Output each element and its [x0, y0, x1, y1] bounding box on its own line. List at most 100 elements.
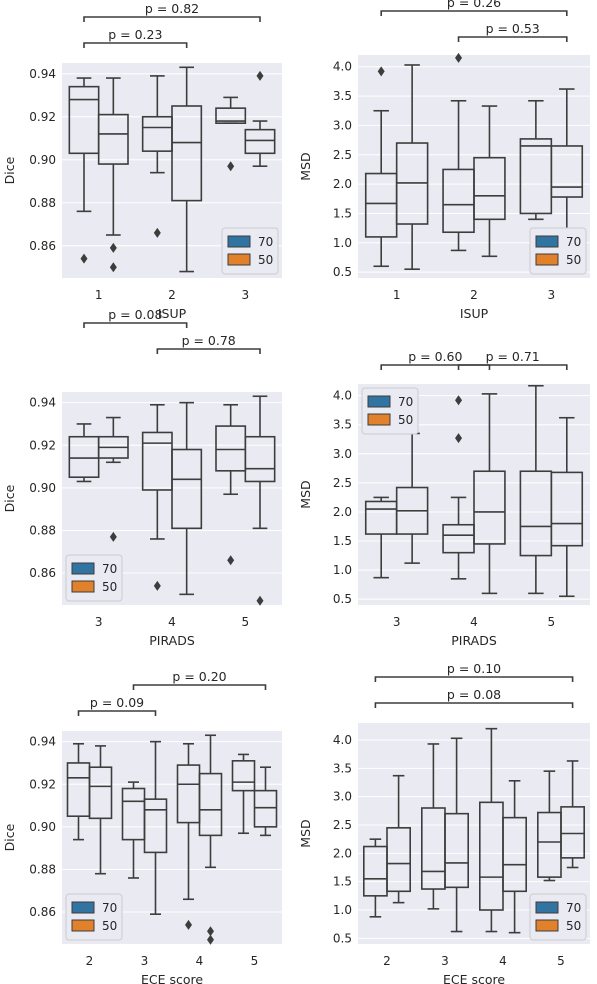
y-tick-label: 3.0 — [333, 118, 352, 132]
y-tick-label: 0.88 — [29, 862, 56, 876]
x-tick-label: 5 — [557, 954, 565, 968]
box-body — [231, 760, 256, 792]
y-tick-label: 2.5 — [333, 148, 352, 162]
x-tick-label: 2 — [383, 954, 391, 968]
x-axis-label: ECE score — [141, 972, 203, 984]
y-tick-label: 0.5 — [333, 592, 352, 606]
box-50-3 — [97, 416, 129, 542]
bracket-line — [83, 42, 188, 48]
x-axis-label: PIRADS — [451, 633, 497, 648]
box-body — [88, 766, 113, 820]
y-tick-label: 4.0 — [333, 389, 352, 403]
box-body — [473, 156, 506, 221]
significance-bracket: p = 0.09 — [77, 695, 157, 716]
y-axis-label: MSD — [298, 480, 313, 508]
x-tick-label: 3 — [441, 954, 449, 968]
significance-bracket: p = 0.10 — [374, 661, 574, 682]
y-tick-label: 1.5 — [333, 875, 352, 889]
bracket-line — [374, 676, 574, 682]
significance-bracket: p = 0.26 — [380, 0, 568, 16]
outlier-point — [455, 433, 463, 444]
legend-swatch-50 — [71, 919, 95, 932]
significance-bracket: p = 0.20 — [132, 669, 267, 690]
legend-swatch-70 — [71, 901, 95, 914]
y-tick-label: 2.5 — [333, 476, 352, 490]
legend-swatch-50 — [367, 413, 391, 426]
legend-label: 70 — [566, 901, 581, 915]
x-tick-label: 2 — [470, 288, 478, 302]
x-tick-label: 4 — [470, 615, 478, 629]
y-tick-label: 0.88 — [29, 196, 56, 210]
box-body — [215, 107, 247, 125]
box-body — [198, 772, 223, 837]
y-tick-label: 1.0 — [333, 903, 352, 917]
p-value-label: p = 0.82 — [145, 1, 199, 16]
outlier-point — [109, 531, 117, 542]
y-tick-label: 2.0 — [333, 846, 352, 860]
box-body — [550, 145, 584, 198]
chart-isup-dice: 0.86 0.88 0.90 0.92 0.94 1 2 3 ISUP Dice p = 0.23 p… — [2, 1, 282, 321]
x-tick-label: 1 — [393, 288, 401, 302]
y-tick-label: 4.0 — [333, 60, 352, 74]
chart-isup-msd: 0.5 1.0 1.5 2.0 2.5 3.0 3.5 4.0 1 2 3 ISUP MSD p = 0.… — [298, 0, 590, 321]
outlier-point — [227, 555, 235, 566]
y-tick-label: 4.0 — [333, 733, 352, 747]
legend-label: 50 — [566, 253, 581, 267]
y-tick-label: 2.0 — [333, 177, 352, 191]
p-value-label: p = 0.53 — [486, 21, 540, 36]
outlier-point — [207, 934, 214, 945]
y-tick-label: 3.5 — [333, 761, 352, 775]
x-tick-label: 4 — [168, 615, 176, 629]
box-body — [473, 470, 506, 545]
y-axis-label: Dice — [2, 156, 17, 184]
x-axis-label: ISUP — [158, 306, 187, 321]
x-tick-label: 5 — [548, 615, 556, 629]
box-50-1 — [97, 77, 129, 273]
outlier-point — [185, 919, 192, 930]
p-value-label: p = 0.23 — [108, 27, 162, 42]
box-50-4 — [502, 779, 528, 934]
box-70-3 — [364, 496, 398, 579]
outlier-point — [80, 253, 88, 264]
box-50-5 — [244, 395, 276, 606]
y-tick-label: 0.86 — [29, 566, 56, 580]
y-tick-label: 0.92 — [29, 110, 56, 124]
y-tick-label: 3.0 — [333, 790, 352, 804]
box-body — [550, 471, 584, 547]
y-tick-label: 0.5 — [333, 931, 352, 945]
box-50-5 — [253, 766, 278, 837]
x-axis-label: ECE score — [443, 972, 505, 984]
y-tick-label: 1.0 — [333, 563, 352, 577]
p-value-label: p = 0.08 — [108, 307, 162, 322]
x-tick-label: 5 — [242, 615, 250, 629]
p-value-label: p = 0.09 — [90, 695, 144, 710]
box-70-1 — [68, 77, 100, 264]
box-body — [244, 128, 276, 155]
box-50-3 — [244, 70, 276, 167]
bracket-line — [77, 710, 157, 716]
y-tick-label: 3.0 — [333, 447, 352, 461]
box-body — [143, 798, 168, 854]
legend-swatch-70 — [227, 235, 251, 248]
p-value-label: p = 0.60 — [408, 349, 462, 364]
legend-label: 50 — [102, 919, 117, 933]
y-tick-label: 0.5 — [333, 265, 352, 279]
legend-label: 70 — [398, 395, 413, 409]
x-tick-label: 3 — [242, 288, 250, 302]
legend-swatch-50 — [535, 253, 559, 266]
bracket-line — [83, 16, 261, 22]
box-body — [97, 113, 129, 165]
outlier-point — [153, 227, 161, 238]
significance-bracket: p = 0.82 — [83, 1, 261, 22]
box-50-5 — [560, 760, 586, 869]
bracket-line — [380, 364, 491, 370]
box-70-2 — [141, 75, 173, 238]
legend-label: 50 — [102, 580, 117, 594]
box-50-4 — [473, 393, 506, 595]
box-body — [560, 806, 586, 859]
p-value-label: p = 0.20 — [172, 669, 226, 684]
box-70-1 — [364, 66, 398, 268]
legend-label: 50 — [258, 253, 273, 267]
